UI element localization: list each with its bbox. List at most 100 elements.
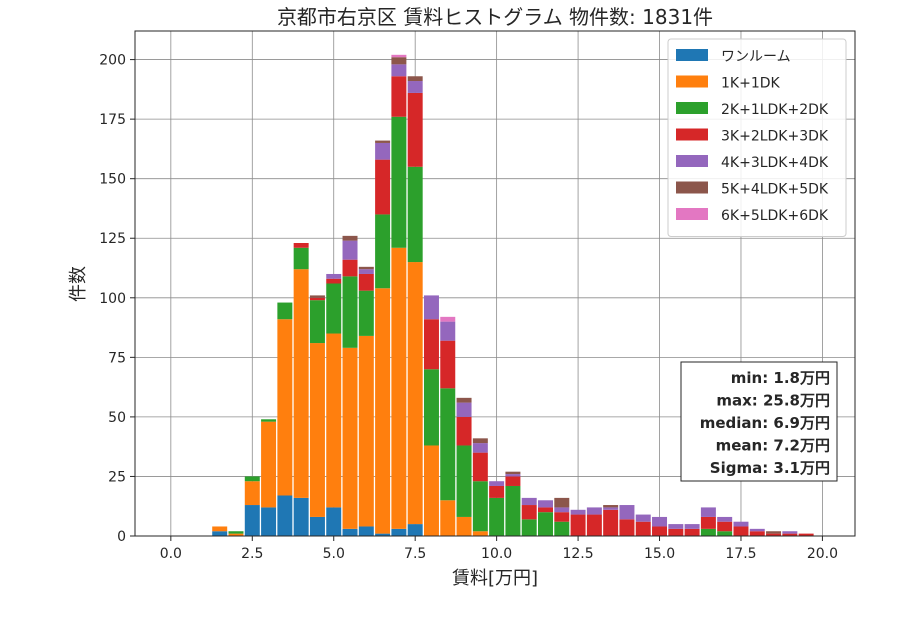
bar-segment — [391, 64, 407, 77]
y-tick-label: 0 — [117, 529, 126, 545]
bar-segment — [261, 419, 277, 422]
bar-segment — [342, 240, 358, 260]
bar-segment — [668, 528, 684, 536]
legend-swatch — [676, 128, 708, 141]
x-tick-label: 10.0 — [481, 546, 512, 562]
y-tick-label: 75 — [108, 350, 126, 366]
bar-segment — [293, 269, 309, 498]
y-tick-label: 50 — [108, 410, 126, 426]
bar-segment — [261, 421, 277, 508]
bar-segment — [603, 507, 619, 510]
legend-swatch — [676, 75, 708, 88]
bar-segment — [309, 516, 325, 536]
x-axis-label: 賃料[万円] — [452, 568, 538, 589]
bar-segment — [391, 76, 407, 117]
bar-segment — [538, 512, 553, 536]
bar-segment — [733, 521, 749, 527]
bar-segment — [423, 369, 439, 446]
bar-segment — [603, 505, 619, 508]
bar-segment — [766, 533, 782, 536]
stats-box: min: 1.8万円 max: 25.8万円 median: 6.9万円 mean: … — [680, 361, 838, 482]
bar-segment — [391, 116, 407, 248]
legend-label: 4K+3LDK+4DK — [721, 155, 829, 171]
bar-segment — [554, 521, 570, 536]
bar-segment — [766, 531, 782, 534]
bar-segment — [440, 316, 456, 322]
bar-segment — [342, 259, 358, 277]
legend-swatch — [676, 49, 708, 61]
bar-segment — [358, 526, 374, 536]
legend-swatch — [676, 208, 708, 220]
bar-segment — [375, 533, 391, 536]
bar-segment — [326, 283, 342, 334]
bar-segment — [358, 273, 374, 291]
legend-label: 1K+1DK — [721, 76, 781, 92]
bar-segment — [407, 262, 423, 525]
bar-segment — [472, 531, 488, 536]
bar-segment — [684, 524, 700, 529]
y-tick-label: 200 — [99, 53, 126, 69]
bar-segment — [456, 516, 472, 536]
bar-segment — [244, 505, 260, 536]
bar-segment — [423, 445, 439, 536]
bar-segment — [277, 302, 293, 320]
x-tick-label: 0.0 — [160, 546, 182, 562]
bar-segment — [358, 335, 374, 527]
bar-segment — [293, 247, 309, 270]
bar-segment — [342, 528, 358, 536]
bar-segment — [521, 519, 537, 536]
bar-segment — [358, 290, 374, 336]
bar-segment — [358, 269, 374, 274]
bar-segment — [375, 142, 391, 160]
legend: ワンルーム 1K+1DK 2K+1LDK+2DK 3K+2LDK+3DK 4K+3LDK… — [667, 38, 847, 237]
bar-segment — [391, 247, 407, 529]
bar-segment — [391, 57, 407, 65]
bar-segment — [700, 507, 716, 517]
bar-segment — [684, 528, 700, 536]
bar-segment — [700, 528, 716, 536]
bar-segment — [619, 505, 635, 520]
bar-segment — [505, 485, 521, 536]
bar-segment — [538, 500, 553, 508]
x-axis-ticks: 0.0 2.5 5.0 7.5 10.0 12.5 15.0 17.5 20.0 — [160, 536, 838, 562]
bar-segment — [505, 476, 521, 486]
bar-segment — [407, 524, 423, 536]
bar-segment — [489, 497, 505, 536]
bar-segment — [668, 524, 684, 529]
bar-segment — [326, 273, 342, 279]
bar-segment — [277, 495, 293, 536]
x-tick-label: 17.5 — [725, 546, 756, 562]
stats-frame — [680, 361, 838, 482]
bar-segment — [652, 526, 668, 536]
bar-segment — [391, 528, 407, 536]
bar-segment — [244, 481, 260, 506]
bar-segment — [717, 521, 733, 532]
bar-segment — [456, 416, 472, 446]
legend-swatch — [676, 102, 708, 114]
bar-segment — [619, 519, 635, 536]
bar-segment — [521, 505, 537, 520]
bar-segment — [375, 288, 391, 534]
legend-label: 2K+1LDK+2DK — [721, 102, 829, 118]
bar-segment — [228, 531, 244, 534]
bar-segment — [244, 476, 260, 482]
legend-label: 6K+5LDK+6DK — [721, 208, 829, 224]
bar-segment — [423, 295, 439, 320]
bar-segment — [440, 321, 456, 341]
legend-label: ワンルーム — [721, 49, 791, 65]
bar-segment — [717, 516, 733, 522]
bar-segment — [489, 485, 505, 498]
bar-segment — [570, 509, 586, 515]
bar-segment — [635, 521, 651, 536]
legend-box — [667, 38, 847, 237]
bar-segment — [342, 347, 358, 529]
bar-segment — [375, 214, 391, 289]
bar-segment — [375, 140, 391, 143]
x-tick-label: 5.0 — [323, 546, 345, 562]
bar-segment — [472, 438, 488, 444]
bar-segment — [293, 243, 309, 248]
plot-frame — [134, 30, 856, 537]
bar-segment — [472, 481, 488, 532]
y-axis-label: 件数 — [68, 266, 89, 302]
